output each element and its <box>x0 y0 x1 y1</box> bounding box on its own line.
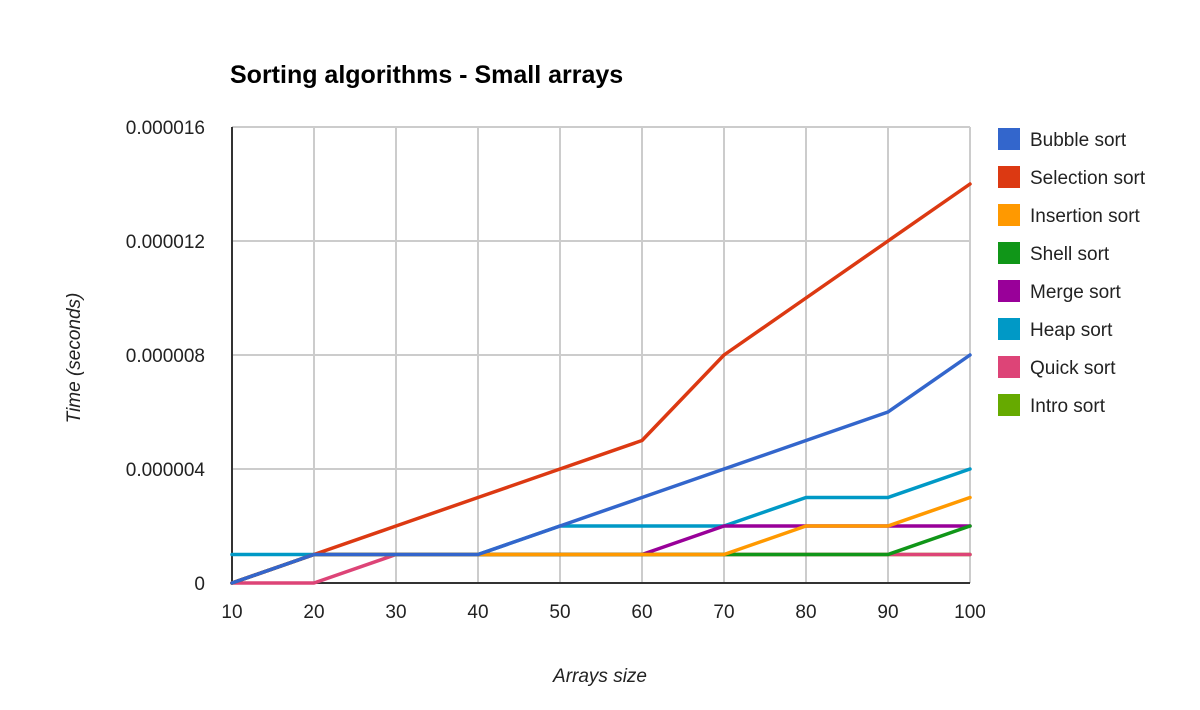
legend-swatch <box>998 318 1020 340</box>
chart-title: Sorting algorithms - Small arrays <box>230 61 623 89</box>
legend-label: Insertion sort <box>1030 206 1141 227</box>
x-tick-label: 90 <box>877 602 898 623</box>
series-line-bubble-sort <box>230 353 972 585</box>
legend-label: Bubble sort <box>1030 130 1127 151</box>
x-tick-label: 20 <box>303 602 324 623</box>
legend-swatch <box>998 242 1020 264</box>
legend-label: Merge sort <box>1030 282 1122 303</box>
series-line-quick-sort <box>230 552 972 585</box>
series-line-intro-sort <box>230 552 972 585</box>
x-tick-label: 50 <box>549 602 570 623</box>
legend-swatch <box>998 204 1020 226</box>
x-tick-label: 100 <box>954 602 986 623</box>
x-tick-label: 60 <box>631 602 652 623</box>
x-tick-label: 80 <box>795 602 816 623</box>
legend-label: Selection sort <box>1030 168 1146 189</box>
x-tick-label: 10 <box>221 602 242 623</box>
x-tick-label: 30 <box>385 602 406 623</box>
legend: Bubble sort Selection sort Insertion sort S… <box>998 128 1146 417</box>
legend-label: Heap sort <box>1030 320 1113 341</box>
legend-swatch <box>998 166 1020 188</box>
series-line-selection-sort <box>230 182 972 585</box>
legend-label: Shell sort <box>1030 244 1110 265</box>
x-tick-label: 70 <box>713 602 734 623</box>
legend-swatch <box>998 356 1020 378</box>
axes <box>231 127 970 584</box>
x-axis-title: Arrays size <box>552 666 647 687</box>
tick-labels: 10 20 30 40 50 60 70 80 90 100 0 0.000004 0.000008 0.… <box>126 118 986 623</box>
y-tick-label: 0.000004 <box>126 460 206 481</box>
y-axis-title: Time (seconds) <box>64 293 85 424</box>
legend-label: Quick sort <box>1030 358 1116 379</box>
y-tick-label: 0 <box>194 574 205 595</box>
legend-swatch <box>998 280 1020 302</box>
x-tick-label: 40 <box>467 602 488 623</box>
legend-label: Intro sort <box>1030 396 1106 417</box>
y-tick-label: 0.000008 <box>126 346 205 367</box>
y-tick-label: 0.000012 <box>126 232 205 253</box>
series-lines <box>230 182 972 585</box>
legend-swatch <box>998 394 1020 416</box>
legend-swatch <box>998 128 1020 150</box>
gridlines <box>232 126 971 583</box>
y-tick-label: 0.000016 <box>126 118 205 139</box>
